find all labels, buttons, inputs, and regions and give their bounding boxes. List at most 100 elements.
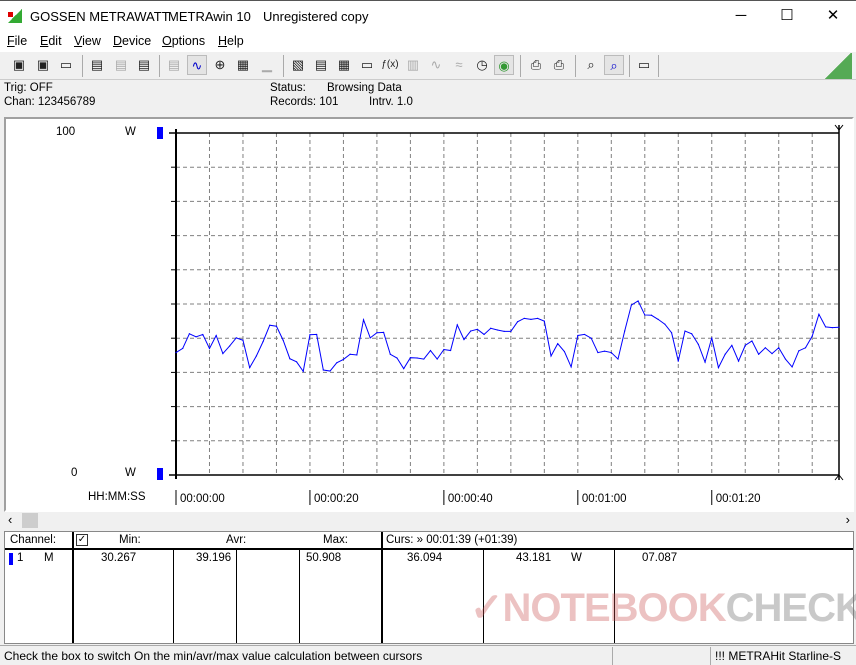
export-icon[interactable]: ▧	[291, 57, 305, 72]
data-point	[664, 323, 666, 325]
table-icon[interactable]: ▦	[236, 57, 250, 72]
data-point	[831, 326, 833, 329]
list-view-icon[interactable]: ▤	[167, 57, 181, 72]
channel-marker-bottom[interactable]	[157, 468, 163, 480]
data-point	[530, 318, 532, 320]
resize-grip-icon	[824, 53, 852, 79]
records-count: Records: 101	[270, 96, 339, 108]
maximize-button[interactable]: ☐	[780, 7, 794, 24]
data-grid-icon[interactable]: ▦	[337, 57, 351, 72]
data-point	[369, 337, 371, 339]
avr-header: Avr:	[226, 534, 247, 546]
data-point	[670, 332, 673, 334]
data-point	[510, 330, 512, 332]
data-point	[630, 304, 632, 306]
data-point	[269, 324, 271, 326]
statistics-table: Channel: ✓ Min: Avr: Max: Curs: » 00:01:…	[4, 531, 854, 644]
menu-bar: File Edit View Device Options Help	[0, 31, 856, 52]
minmax-checkbox[interactable]: ✓	[76, 534, 88, 546]
menu-options[interactable]: Options	[162, 34, 206, 48]
monitor-icon[interactable]: ▭	[360, 57, 374, 72]
channel-number: 1	[17, 552, 24, 564]
histogram-icon[interactable]: ▁	[262, 57, 272, 72]
device-transfer-icon[interactable]: ▤	[114, 57, 128, 72]
print-preview-icon[interactable]: ⎙	[553, 57, 565, 72]
import-icon[interactable]: ▤	[314, 57, 328, 72]
signal-icon[interactable]: ∿	[430, 57, 442, 72]
data-point	[650, 314, 653, 316]
data-point	[322, 369, 324, 371]
horizontal-scrollbar[interactable]: ‹ ›	[4, 512, 854, 529]
cursor1-value: 36.094	[407, 552, 443, 564]
data-point	[249, 367, 251, 369]
chart-panel[interactable]	[4, 117, 854, 512]
x-tick-label: 00:00:00	[180, 493, 225, 505]
zoom-signal-icon[interactable]: ⌕	[604, 55, 624, 75]
device-read-icon[interactable]: ▤	[90, 57, 104, 72]
scroll-left-icon[interactable]: ‹	[8, 512, 13, 527]
data-point	[429, 349, 432, 352]
data-point	[825, 326, 827, 328]
data-point	[456, 324, 458, 326]
avr-value: 39.196	[196, 552, 232, 564]
menu-file[interactable]: File	[7, 34, 28, 48]
license-text: Unregistered copy	[263, 9, 369, 24]
data-point	[470, 330, 472, 332]
close-button[interactable]: ✕	[826, 7, 840, 24]
data-point	[316, 333, 318, 336]
channel-marker-top[interactable]	[157, 127, 163, 139]
data-point	[818, 313, 820, 315]
print-icon[interactable]: ⎙	[530, 57, 542, 72]
data-point	[523, 317, 525, 319]
menu-edit[interactable]: Edit	[40, 34, 62, 48]
data-point	[804, 347, 807, 349]
trigger-status: Trig: OFF	[4, 82, 53, 94]
data-point	[644, 314, 646, 316]
data-point	[537, 317, 539, 319]
crosshair-icon[interactable]: ⊕	[214, 57, 226, 72]
zoom-wave-icon[interactable]: ⌕	[587, 57, 595, 72]
series-line	[175, 300, 840, 373]
data-point	[758, 353, 760, 355]
device-memory-icon[interactable]: ▤	[137, 57, 151, 72]
channel-mode: M	[44, 552, 54, 564]
scroll-thumb[interactable]	[22, 513, 38, 528]
data-point	[684, 330, 686, 332]
device-icon[interactable]: ▥	[406, 57, 420, 72]
status-hint: Check the box to switch On the min/avr/m…	[4, 649, 423, 663]
data-point	[503, 330, 505, 332]
multi-signal-icon[interactable]: ≈	[455, 57, 463, 72]
data-point	[778, 347, 780, 349]
channel-color-swatch	[9, 553, 13, 565]
open-folder-icon[interactable]: ▭	[59, 57, 73, 72]
max-header: Max:	[323, 534, 348, 546]
comment-icon[interactable]: ▭	[637, 57, 651, 72]
data-point	[677, 360, 679, 362]
channel-list: Chan: 123456789	[4, 96, 96, 108]
clock-icon[interactable]: ◷	[476, 57, 488, 72]
data-point	[403, 368, 405, 370]
globe-icon[interactable]: ◉	[494, 55, 514, 75]
data-point	[208, 347, 211, 350]
max-value: 50.908	[306, 552, 342, 564]
data-point	[443, 348, 445, 351]
menu-device[interactable]: Device	[113, 34, 152, 48]
wave-view-icon[interactable]: ∿	[187, 55, 207, 75]
data-point	[744, 344, 746, 346]
data-point	[610, 351, 612, 354]
data-point	[483, 333, 485, 336]
interval-value: Intrv. 1.0	[369, 96, 413, 108]
menu-help[interactable]: Help	[218, 34, 244, 48]
chart-plot[interactable]: 00:00:00 00:00:20 00:00:40 00:01:00 00:01:20	[0, 0, 856, 512]
data-point	[202, 333, 204, 336]
data-point	[409, 357, 411, 359]
function-icon[interactable]: ƒ(x)	[381, 59, 399, 70]
menu-view[interactable]: View	[74, 34, 101, 48]
save-icon[interactable]: ▣	[12, 57, 26, 72]
minimize-button[interactable]: ─	[735, 7, 747, 24]
data-point	[617, 358, 619, 360]
scroll-right-icon[interactable]: ›	[845, 512, 850, 527]
channel-header: Channel:	[10, 534, 57, 546]
data-point	[496, 329, 499, 331]
save-as-icon[interactable]: ▣	[36, 57, 50, 72]
